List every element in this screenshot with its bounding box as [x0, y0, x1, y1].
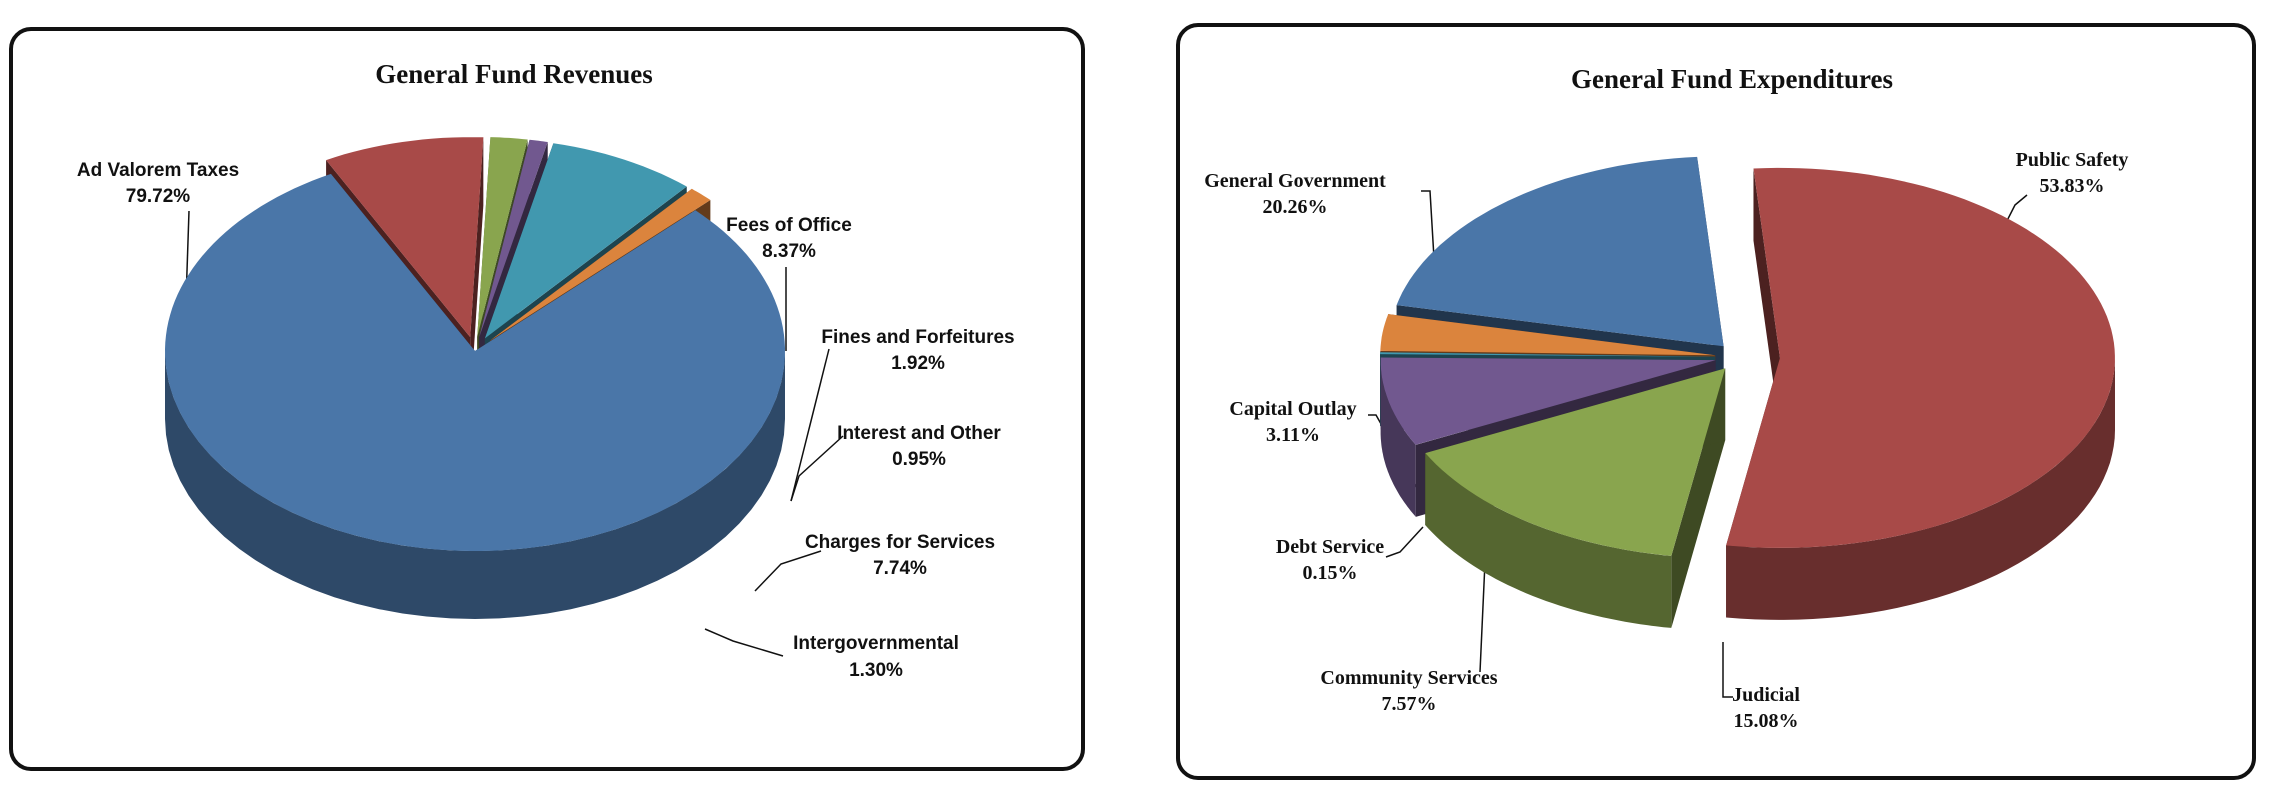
- value-charges-for-services: 7.74%: [873, 558, 927, 579]
- expenditures-leader-line-3: [1385, 526, 1424, 558]
- pie-slice-ad-valorem-taxes: [165, 173, 785, 619]
- label-ad-valorem-taxes: Ad Valorem Taxes: [77, 160, 239, 181]
- label-fines-and-forfeitures: Fines and Forfeitures: [821, 327, 1014, 348]
- value-fees-of-office: 8.37%: [762, 241, 816, 262]
- expenditures-chart-title: General Fund Expenditures: [1571, 64, 1893, 94]
- label-community-services: Community Services: [1320, 667, 1497, 689]
- value-public-safety: 53.83%: [2040, 175, 2105, 197]
- value-intergovernmental: 1.30%: [849, 660, 903, 681]
- expenditures-leader-line-2: [1479, 561, 1486, 673]
- expenditures-pie-chart: General Fund Expenditures Public Safety …: [1204, 64, 2129, 732]
- label-intergovernmental: Intergovernmental: [793, 633, 959, 654]
- pie-slice-public-safety: [1726, 167, 2115, 620]
- revenues-pie-chart: General Fund Revenues Ad Valorem Taxes 7…: [77, 59, 1015, 681]
- value-interest-and-other: 0.95%: [892, 449, 946, 470]
- value-judicial: 15.08%: [1734, 710, 1799, 732]
- label-public-safety: Public Safety: [2016, 149, 2129, 171]
- value-debt-service: 0.15%: [1303, 562, 1358, 584]
- label-debt-service: Debt Service: [1276, 536, 1384, 558]
- value-ad-valorem-taxes: 79.72%: [126, 186, 191, 207]
- value-capital-outlay: 3.11%: [1266, 424, 1320, 446]
- revenues-leader-line-3: [790, 435, 844, 502]
- value-fines-and-forfeitures: 1.92%: [891, 353, 945, 374]
- revenues-leader-line-4: [754, 550, 822, 592]
- expenditures-leader-line-1: [1722, 642, 1733, 698]
- label-fees-of-office: Fees of Office: [726, 215, 852, 236]
- revenues-leader-line-2: [790, 348, 830, 502]
- label-capital-outlay: Capital Outlay: [1229, 398, 1356, 420]
- revenues-chart-panel: General Fund Revenues Ad Valorem Taxes 7…: [9, 27, 1085, 771]
- value-community-services: 7.57%: [1382, 693, 1437, 715]
- revenues-chart-title: General Fund Revenues: [375, 59, 653, 89]
- label-interest-and-other: Interest and Other: [837, 423, 1001, 444]
- label-judicial: Judicial: [1732, 684, 1800, 706]
- revenues-leader-line-5: [704, 628, 784, 657]
- label-charges-for-services: Charges for Services: [805, 532, 995, 553]
- pie-slice-judicial: [1425, 368, 1726, 628]
- label-general-government: General Government: [1204, 170, 1386, 192]
- value-general-government: 20.26%: [1263, 196, 1328, 218]
- expenditures-chart-panel: General Fund Expenditures Public Safety …: [1176, 23, 2256, 780]
